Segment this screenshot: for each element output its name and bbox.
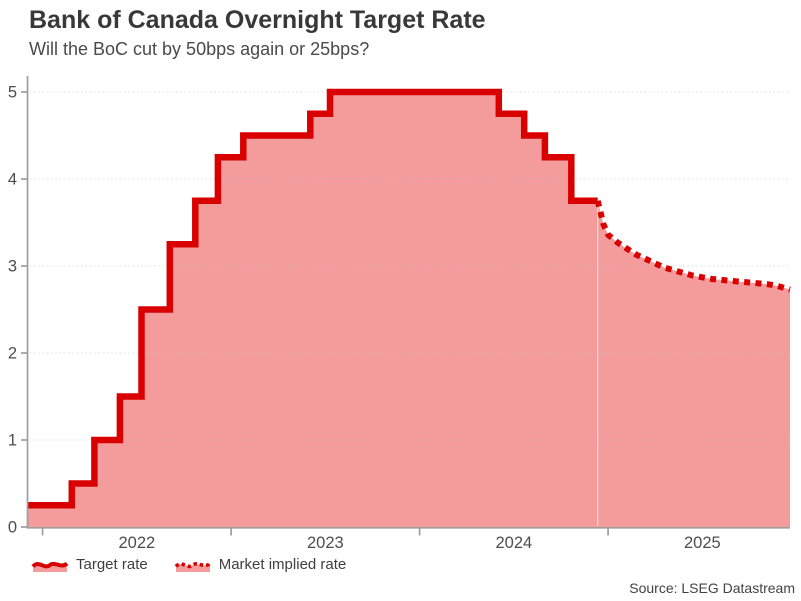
y-tick-label: 3 xyxy=(8,258,17,276)
market-implied-rate-area xyxy=(597,200,790,528)
y-tick-label: 5 xyxy=(8,84,17,102)
x-tick-label: 2022 xyxy=(118,534,155,552)
market-implied-rate-line xyxy=(594,200,791,293)
legend-item-market-implied-rate: Market implied rate xyxy=(174,556,347,573)
x-tick-label: 2025 xyxy=(684,534,721,552)
y-tick-label: 2 xyxy=(8,345,17,363)
legend-item-target-rate: Target rate xyxy=(31,556,148,573)
chart-title: Bank of Canada Overnight Target Rate xyxy=(29,6,486,34)
target-rate-area xyxy=(27,92,598,527)
target-rate-swatch-icon xyxy=(31,561,69,572)
x-tick-label: 2024 xyxy=(495,534,532,552)
legend-label-target-rate: Target rate xyxy=(76,556,148,573)
market-implied-rate-swatch-icon xyxy=(174,562,211,572)
source-credit: Source: LSEG Datastream xyxy=(629,580,795,596)
legend: Target rate Market implied rate xyxy=(31,556,346,573)
y-tick-label: 0 xyxy=(8,519,17,537)
y-tick-label: 4 xyxy=(8,171,17,189)
x-tick-label: 2023 xyxy=(307,534,344,552)
y-tick-label: 1 xyxy=(8,432,17,450)
target-rate-line xyxy=(27,88,598,509)
chart-subtitle: Will the BoC cut by 50bps again or 25bps… xyxy=(29,39,370,59)
legend-label-market-implied-rate: Market implied rate xyxy=(218,556,347,573)
